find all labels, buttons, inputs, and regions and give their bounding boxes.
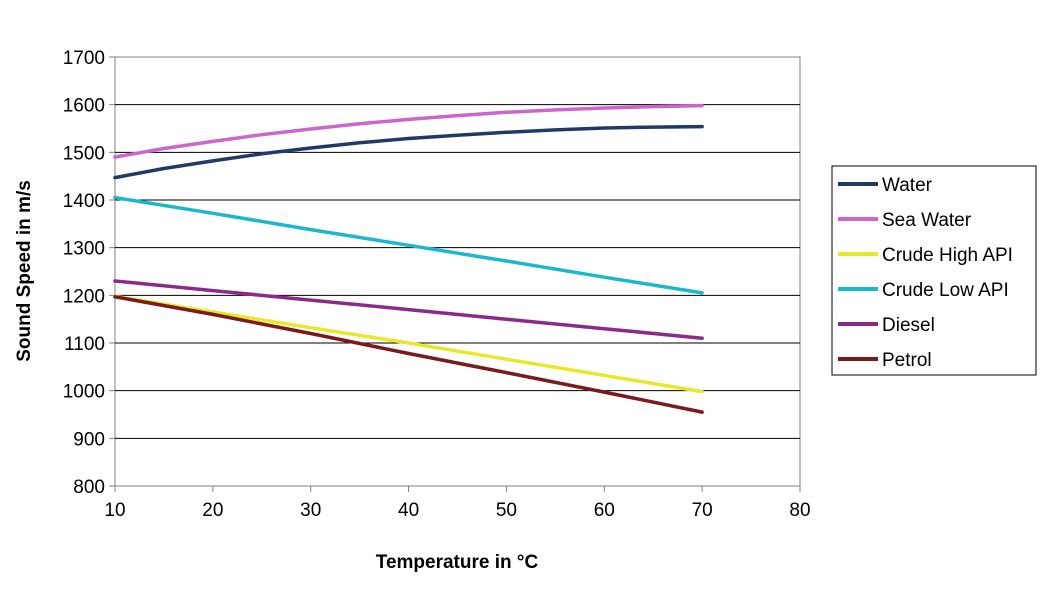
y-tick-label: 1100 <box>64 334 105 355</box>
x-axis-title: Temperature in °C <box>376 552 539 573</box>
x-tick-label: 50 <box>496 500 517 521</box>
series-line-crude-high-api <box>113 294 704 394</box>
y-axis-title: Sound Speed in m/s <box>14 180 35 362</box>
x-tick-label: 80 <box>789 500 810 521</box>
x-tick-label: 40 <box>398 500 419 521</box>
y-tick-label: 1300 <box>63 239 105 260</box>
y-tick-label: 1700 <box>63 48 105 69</box>
x-tick-label: 30 <box>300 500 321 521</box>
series-line-water <box>113 124 704 180</box>
x-axis-ticks: 10 20 30 40 50 60 70 80 <box>104 486 811 521</box>
grid-lines <box>115 104 800 439</box>
y-tick-label: 1500 <box>63 143 105 164</box>
legend-label-water: Water <box>882 175 933 196</box>
legend-label-sea-water: Sea Water <box>882 210 972 231</box>
series-line-petrol <box>113 295 704 414</box>
x-tick-label: 20 <box>202 500 223 521</box>
y-tick-label: 1200 <box>63 286 105 307</box>
plot-area <box>114 56 801 487</box>
series-lines <box>113 103 704 414</box>
y-tick-label: 800 <box>73 477 105 498</box>
series-line-sea-water <box>113 103 704 159</box>
y-tick-label: 900 <box>73 429 105 450</box>
y-axis-ticks: 800 900 1000 1100 1200 1300 1400 1500 1600 1700 <box>63 48 115 498</box>
series-line-diesel <box>113 279 704 340</box>
y-tick-label: 1600 <box>63 96 105 117</box>
legend-label-crude-low-api: Crude Low API <box>882 280 1009 301</box>
legend-label-crude-high-api: Crude High API <box>882 245 1013 266</box>
x-tick-label: 10 <box>104 500 125 521</box>
x-tick-label: 60 <box>594 500 615 521</box>
legend-box <box>831 165 1037 376</box>
legend-label-diesel: Diesel <box>882 315 935 336</box>
legend: Water Sea Water Crude High API Crude Low AP… <box>831 165 1037 376</box>
series-line-crude-low-api <box>113 195 704 295</box>
legend-label-petrol: Petrol <box>882 350 932 371</box>
y-tick-label: 1400 <box>63 191 105 212</box>
y-tick-label: 1000 <box>63 382 105 403</box>
x-tick-label: 70 <box>692 500 713 521</box>
